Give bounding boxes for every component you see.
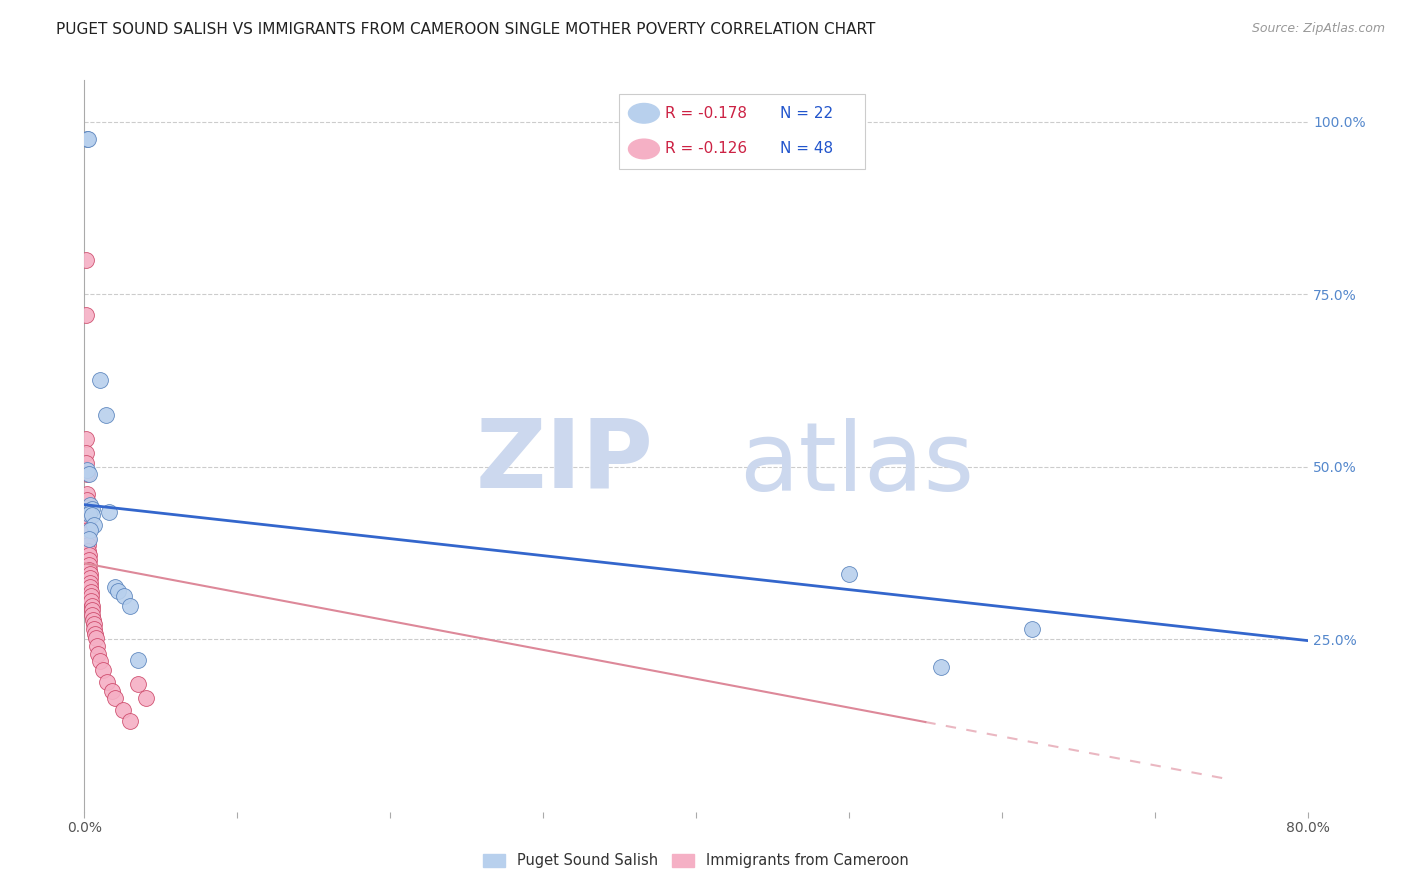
Text: atlas: atlas [738, 417, 974, 511]
Point [75, 432, 97, 446]
Legend: Puget Sound Salish, Immigrants from Cameroon: Puget Sound Salish, Immigrants from Came… [478, 847, 914, 874]
Point [76, 519, 98, 533]
Point [76, 492, 98, 507]
Point [77, 563, 100, 577]
Point [84, 631, 107, 645]
Point [77, 548, 100, 562]
Point [107, 583, 129, 598]
Point [76, 509, 98, 524]
Point [104, 581, 127, 595]
Point [77, 467, 100, 481]
Point [80, 594, 103, 608]
Point [77, 523, 100, 537]
Point [94, 408, 117, 422]
Text: PUGET SOUND SALISH VS IMMIGRANTS FROM CAMEROON SINGLE MOTHER POVERTY CORRELATION: PUGET SOUND SALISH VS IMMIGRANTS FROM CA… [56, 22, 876, 37]
Point [77, 507, 100, 521]
Point [87, 648, 110, 662]
Point [79, 567, 101, 582]
Point [111, 703, 134, 717]
Point [77, 538, 100, 552]
Point [80, 508, 103, 522]
Point [112, 590, 135, 604]
Point [91, 663, 114, 677]
Point [76, 487, 98, 501]
Point [76, 463, 98, 477]
Point [96, 675, 118, 690]
Point [80, 502, 103, 516]
Point [83, 617, 105, 632]
Point [77, 553, 100, 567]
Text: Source: ZipAtlas.com: Source: ZipAtlas.com [1251, 22, 1385, 36]
Point [79, 498, 101, 512]
Point [89, 374, 111, 388]
Point [89, 654, 111, 668]
Point [104, 690, 127, 705]
Point [127, 653, 149, 667]
Point [83, 518, 105, 533]
Point [82, 613, 104, 627]
Point [82, 608, 104, 623]
Point [80, 590, 103, 604]
Point [77, 532, 100, 546]
Point [127, 677, 149, 691]
Point [79, 523, 101, 537]
Point [76, 504, 98, 518]
Point [79, 572, 101, 586]
Point [135, 690, 157, 705]
Point [77, 544, 100, 558]
Point [97, 504, 120, 518]
Point [77, 527, 100, 541]
Point [120, 714, 142, 728]
Point [76, 501, 98, 516]
Point [80, 603, 103, 617]
Text: R = -0.126: R = -0.126 [665, 142, 747, 156]
Point [80, 585, 103, 599]
Point [84, 626, 107, 640]
Point [838, 566, 860, 581]
Point [75, 252, 97, 267]
Point [83, 622, 105, 636]
Point [76, 132, 98, 146]
Point [120, 599, 142, 613]
Point [76, 467, 98, 481]
Point [75, 308, 97, 322]
Point [929, 660, 952, 674]
Point [79, 575, 101, 590]
Text: N = 48: N = 48 [780, 142, 834, 156]
Point [86, 639, 108, 653]
Point [75, 446, 97, 460]
Point [77, 533, 100, 547]
Point [77, 132, 100, 146]
Point [75, 456, 97, 470]
Point [77, 558, 100, 572]
Point [76, 515, 98, 529]
Text: ZIP: ZIP [475, 414, 654, 508]
Point [1021, 622, 1043, 636]
Text: N = 22: N = 22 [780, 106, 834, 120]
Text: R = -0.178: R = -0.178 [665, 106, 747, 120]
Point [79, 581, 101, 595]
Point [101, 684, 124, 698]
Point [80, 599, 103, 613]
